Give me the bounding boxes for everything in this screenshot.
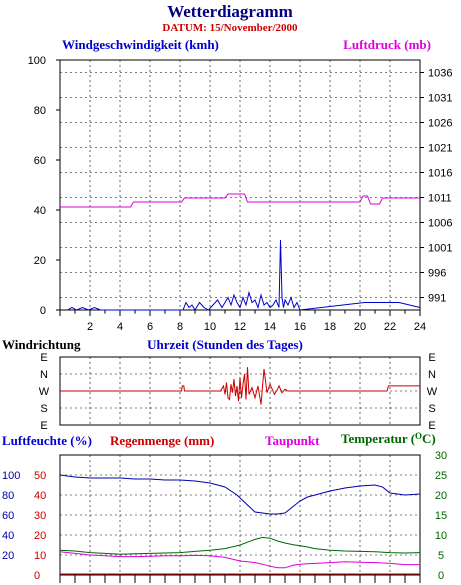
temperature-unit-superscript: O [415,431,422,441]
rain-tick-label: 30 [34,510,46,522]
temperature-label-close: C) [422,431,436,446]
humidity-tick-label: 80 [2,490,14,502]
hour-tick-label: 14 [264,321,276,333]
pressure-tick-label: 1016 [428,168,452,180]
pressure-tick-label: 1011 [428,193,452,205]
humidity-line [59,474,421,515]
rain-axis-label: Regenmenge (mm) [110,433,214,448]
pressure-tick-label: 1006 [428,218,452,230]
time-axis-label: Uhrzeit (Stunden des Tages) [147,337,303,352]
temperature-tick-label: 20 [435,490,447,502]
hour-tick-label: 16 [294,321,306,333]
rain-tick-label: 50 [34,470,46,482]
direction-tick-label-right: E [428,352,435,364]
hour-tick-label: 2 [87,321,93,333]
wind-speed-tick-label: 80 [34,105,46,117]
diagram-date: DATUM: 15/November/2000 [162,22,298,34]
direction-tick-label-left: E [40,352,47,364]
rain-tick-label: 10 [34,550,46,562]
pressure-tick-label: 1031 [428,93,452,105]
humidity-tick-label: 40 [2,530,14,542]
wind-direction-line [60,367,420,405]
wind-speed-tick-label: 40 [34,205,46,217]
wind-speed-tick-label: 100 [28,55,46,67]
humidity-tick-label: 100 [2,470,20,482]
pressure-tick-label: 1021 [428,143,452,155]
hour-tick-label: 24 [414,321,426,333]
hour-tick-label: 20 [354,321,366,333]
rain-tick-label: 20 [34,530,46,542]
temperature-label-text: Temperatur ( [341,431,415,446]
hour-tick-label: 6 [147,321,153,333]
direction-tick-label-left: E [40,420,47,432]
pressure-line [60,193,420,208]
dewpoint-label: Taupunkt [265,433,320,448]
temperature-line [59,536,421,555]
direction-tick-label-left: W [39,386,50,398]
rain-tick-label: 0 [34,570,40,582]
hour-tick-label: 12 [234,321,246,333]
direction-tick-label-left: N [40,369,48,381]
temperature-tick-label: 30 [435,450,447,462]
wind-speed-line [67,239,421,311]
hour-tick-label: 4 [117,321,123,333]
pressure-tick-label: 1026 [428,118,452,130]
pressure-tick-label: 1001 [428,243,452,255]
temperature-tick-label: 25 [435,470,447,482]
hour-tick-label: 18 [324,321,336,333]
humidity-tick-label: 20 [2,550,14,562]
humidity-axis-label: Luftfeuchte (%) [2,433,92,448]
wind-speed-tick-label: 0 [40,305,46,317]
wind-speed-tick-label: 60 [34,155,46,167]
pressure-tick-label: 1036 [428,68,452,80]
pressure-axis-label: Luftdruck (mb) [343,37,431,52]
hour-tick-label: 10 [204,321,216,333]
direction-tick-label-right: W [427,386,438,398]
temperature-tick-label: 15 [435,510,447,522]
dewpoint-line [59,551,420,569]
temperature-tick-label: 10 [435,530,447,542]
pressure-tick-label: 996 [428,268,446,280]
pressure-tick-label: 991 [428,293,446,305]
wind-speed-axis-label: Windgeschwindigkeit (kmh) [62,37,219,52]
hour-tick-label: 22 [384,321,396,333]
direction-tick-label-right: E [428,420,435,432]
chart-marks: 9919961001100610111016102110261031103602… [2,55,452,583]
humidity-tick-label: 60 [2,510,14,522]
direction-tick-label-left: S [40,403,47,415]
diagram-title: Wetterdiagramm [167,2,293,21]
direction-tick-label-right: S [428,403,435,415]
temperature-tick-label: 0 [438,570,444,582]
direction-tick-label-right: N [428,369,436,381]
hour-tick-label: 8 [177,321,183,333]
rain-tick-label: 40 [34,490,46,502]
wind-direction-label: Windrichtung [2,337,81,352]
temperature-tick-label: 5 [438,550,444,562]
temperature-axis-label: Temperatur (OC) [341,431,436,446]
wind-speed-tick-label: 20 [34,255,46,267]
